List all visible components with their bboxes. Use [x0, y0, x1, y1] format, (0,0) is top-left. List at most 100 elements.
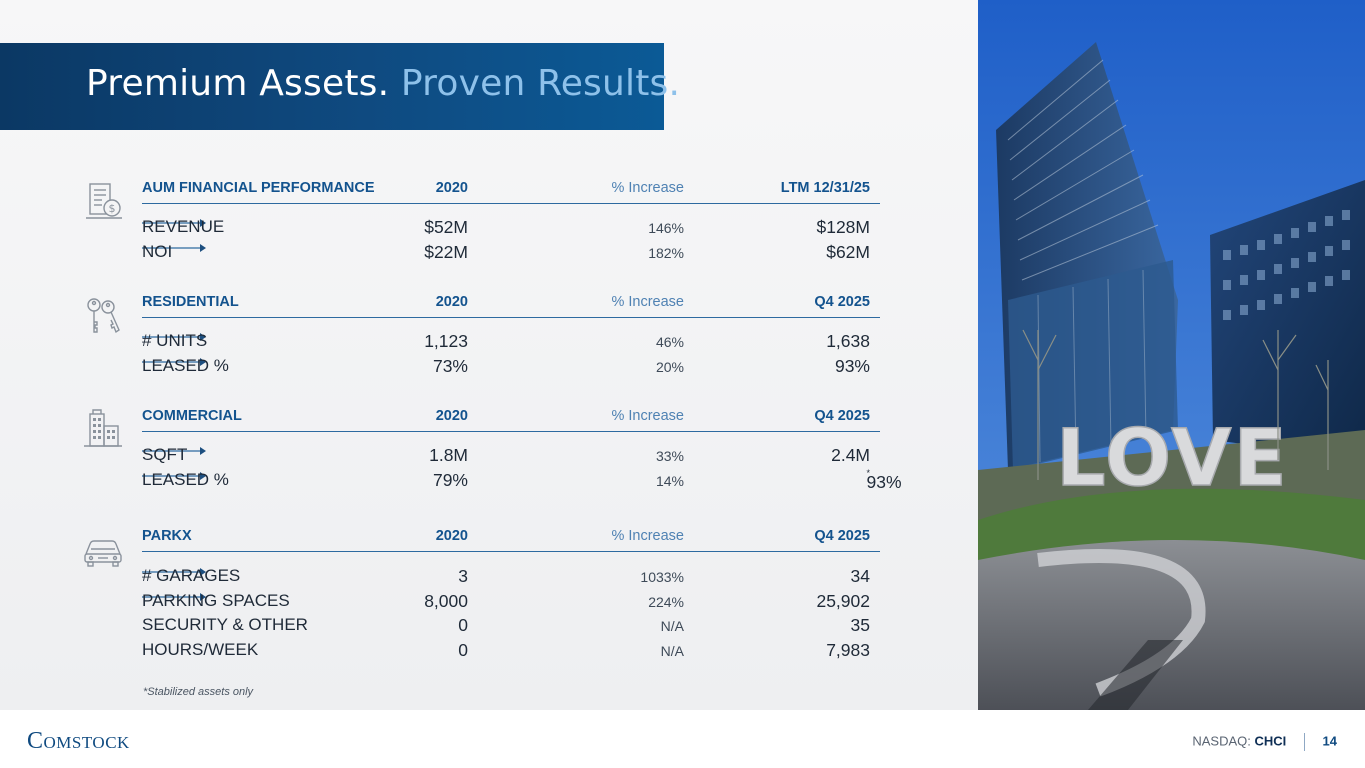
row-increase: 20% [655, 358, 684, 375]
column-increase: % Increase [611, 294, 684, 310]
arrow-right-icon [142, 357, 206, 366]
column-2020: 2020 [435, 180, 468, 196]
row-current-value: 1,638 [826, 331, 870, 351]
row-current-value: 93% * [866, 467, 901, 492]
section-header: AUM FINANCIAL PERFORMANCE 2020 % Increas… [142, 180, 880, 204]
row-increase: N/A [660, 618, 684, 634]
love-sign-text: LOVE [1056, 414, 1289, 504]
column-current: Q4 2025 [814, 528, 870, 544]
section-title: RESIDENTIAL [142, 294, 239, 310]
footer-ticker: NASDAQ: CHCI 14 [1192, 733, 1337, 751]
table-row: HOURS/WEEK 0 N/A 7,983 [142, 638, 880, 663]
row-label: SQFT [142, 445, 188, 464]
table-row: # UNITS 1,123 46% 1,638 [142, 329, 880, 354]
row-label: # GARAGES [142, 566, 241, 585]
column-2020: 2020 [435, 294, 468, 310]
row-increase: 1033% [640, 569, 684, 585]
keys-icon [87, 298, 120, 334]
row-2020-value: 3 [458, 566, 468, 586]
building-photo: LOVE [978, 0, 1365, 710]
table-row: LEASED % 73% 20% 93% [142, 354, 880, 379]
footnote-marker: * [866, 467, 870, 478]
dollar-document-icon: $ [86, 183, 122, 219]
row-2020-value: 0 [458, 615, 468, 635]
arrow-right-icon [142, 333, 206, 341]
column-current: Q4 2025 [814, 408, 870, 424]
row-label: REVENUE [142, 217, 225, 236]
row-label: # UNITS [142, 331, 208, 350]
table-row: # GARAGES 3 1033% 34 [142, 564, 880, 589]
row-increase: 146% [648, 220, 684, 236]
row-current-value: 93% [834, 355, 870, 376]
title-accent: Proven Results. [400, 63, 681, 104]
section-commercial: COMMERCIAL 2020 % Increase Q4 2025 SQFT … [142, 408, 902, 493]
row-current-value: 7,983 [826, 639, 870, 660]
arrow-right-icon [142, 219, 206, 227]
arrow-right-icon [142, 471, 206, 480]
row-label: SECURITY & OTHER [142, 615, 308, 634]
column-increase: % Increase [611, 408, 684, 424]
row-label: LEASED % [142, 355, 229, 375]
footer-divider [1303, 733, 1305, 751]
column-2020: 2020 [435, 408, 468, 424]
row-2020-value: 73% [432, 355, 468, 376]
row-label: NOI [142, 241, 173, 261]
row-increase: 182% [648, 244, 684, 261]
section-header: PARKX 2020 % Increase Q4 2025 [142, 528, 880, 552]
exchange-label: NASDAQ: [1192, 733, 1251, 749]
section-title: PARKX [142, 528, 192, 544]
table-row: SECURITY & OTHER 0 N/A 35 [142, 613, 880, 638]
table-row: SQFT 1.8M 33% 2.4M [142, 443, 880, 468]
title-banner [0, 43, 664, 130]
row-label: PARKING SPACES [142, 590, 290, 610]
row-increase: 14% [655, 472, 684, 489]
row-current-value: $62M [826, 241, 870, 262]
section-title: AUM FINANCIAL PERFORMANCE [142, 180, 375, 196]
row-2020-value: 0 [458, 639, 468, 660]
company-logo: Comstock [27, 728, 130, 754]
page-title: Premium Assets. Proven Results. [86, 63, 680, 104]
row-current-value: 34 [850, 566, 870, 586]
office-building-icon [84, 409, 122, 447]
row-current-value: 25,902 [816, 590, 870, 611]
current-value-text: 93% [866, 471, 902, 492]
ticker-symbol: CHCI [1254, 733, 1287, 749]
row-2020-value: 1.8M [429, 445, 468, 465]
arrow-right-icon [142, 568, 206, 576]
arrow-right-icon [142, 592, 206, 601]
section-parkx: PARKX 2020 % Increase Q4 2025 # GARAGES … [142, 528, 880, 662]
page-number: 14 [1322, 733, 1337, 749]
table-row: PARKING SPACES 8,000 224% 25,902 [142, 589, 880, 614]
row-increase: 33% [655, 448, 684, 464]
row-label: HOURS/WEEK [142, 639, 259, 659]
row-increase: N/A [660, 642, 684, 659]
car-icon [84, 540, 122, 567]
section-title: COMMERCIAL [142, 408, 242, 424]
column-increase: % Increase [611, 528, 684, 544]
row-2020-value: $22M [424, 241, 468, 262]
row-current-value: 2.4M [831, 445, 870, 465]
column-current: LTM 12/31/25 [780, 180, 870, 196]
table-row: NOI $22M 182% $62M [142, 240, 880, 265]
row-increase: 46% [655, 334, 684, 350]
title-main: Premium Assets. [86, 63, 390, 104]
section-header: RESIDENTIAL 2020 % Increase Q4 2025 [142, 294, 880, 318]
section-header: COMMERCIAL 2020 % Increase Q4 2025 [142, 408, 880, 432]
row-2020-value: 8,000 [424, 590, 468, 611]
row-current-value: $128M [816, 217, 870, 237]
table-row: REVENUE $52M 146% $128M [142, 215, 880, 240]
row-label: LEASED % [142, 469, 229, 489]
arrow-right-icon [142, 243, 206, 252]
table-row: LEASED % 79% 14% 93% * [142, 467, 902, 493]
column-2020: 2020 [435, 528, 468, 544]
row-2020-value: 1,123 [424, 331, 468, 351]
footnote: *Stabilized assets only [143, 686, 254, 698]
love-sign: LOVE [1055, 413, 1289, 505]
column-increase: % Increase [611, 180, 684, 196]
row-increase: 224% [648, 593, 684, 610]
row-current-value: 35 [850, 615, 870, 635]
column-current: Q4 2025 [814, 294, 870, 310]
section-residential: RESIDENTIAL 2020 % Increase Q4 2025 # UN… [142, 294, 880, 378]
row-2020-value: 79% [432, 469, 468, 490]
svg-text:$: $ [109, 202, 116, 215]
